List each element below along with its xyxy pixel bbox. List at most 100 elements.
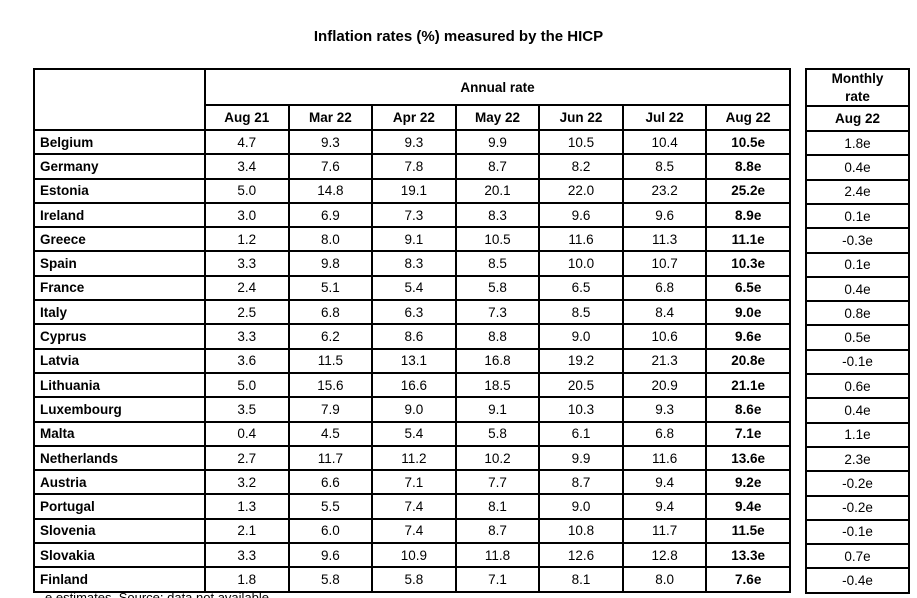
value-cell: 9.4 bbox=[621, 469, 708, 496]
monthly-table-row: 0.1e bbox=[805, 202, 910, 230]
table-row: Germany 3.4 7.6 7.8 8.7 8.2 8.5 8.8e bbox=[33, 153, 791, 180]
column-header-jun-22: Jun 22 bbox=[538, 104, 624, 131]
value-cell: 6.5 bbox=[538, 274, 624, 302]
annual-group-header-row: Annual rate bbox=[33, 68, 791, 131]
value-cell: 7.1 bbox=[454, 566, 541, 593]
value-cell: 22.0 bbox=[538, 177, 624, 204]
value-cell: 11.2 bbox=[371, 444, 457, 472]
value-cell: 8.4 bbox=[621, 299, 708, 326]
column-header-jul-22: Jul 22 bbox=[621, 104, 708, 131]
country-label: Germany bbox=[33, 153, 206, 180]
value-cell: 9.3 bbox=[287, 128, 374, 156]
value-cell: 6.8 bbox=[287, 299, 374, 326]
value-cell: 20.8e bbox=[705, 347, 791, 374]
monthly-table-row: 0.5e bbox=[805, 324, 910, 351]
monthly-column-header: Aug 22 bbox=[805, 105, 910, 133]
value-cell: 18.5 bbox=[454, 371, 541, 399]
value-cell: 7.1 bbox=[371, 469, 457, 496]
value-cell: 10.5 bbox=[454, 226, 541, 253]
table-row: Belgium 4.7 9.3 9.3 9.9 10.5 10.4 10.5e bbox=[33, 128, 791, 156]
country-label: Spain bbox=[33, 250, 206, 277]
value-cell: 3.2 bbox=[204, 469, 290, 496]
monthly-table-row: 0.4e bbox=[805, 154, 910, 181]
monthly-table-row: 1.8e bbox=[805, 130, 910, 157]
value-cell: 19.2 bbox=[538, 347, 624, 374]
value-cell: 3.3 bbox=[204, 542, 290, 569]
monthly-value-cell: 2.4e bbox=[805, 178, 910, 205]
value-cell: 19.1 bbox=[371, 177, 457, 204]
column-header-aug-21: Aug 21 bbox=[204, 104, 290, 131]
value-cell: 21.3 bbox=[621, 347, 708, 374]
value-cell: 11.8 bbox=[454, 542, 541, 569]
column-header-apr-22: Apr 22 bbox=[371, 104, 457, 131]
table-row: Portugal 1.3 5.5 7.4 8.1 9.0 9.4 9.4e bbox=[33, 493, 791, 520]
value-cell: 16.6 bbox=[371, 371, 457, 399]
value-cell: 3.6 bbox=[204, 347, 290, 374]
country-label: Estonia bbox=[33, 177, 206, 204]
value-cell: 3.5 bbox=[204, 396, 290, 423]
value-cell: 6.8 bbox=[621, 274, 708, 302]
value-cell: 0.4 bbox=[204, 420, 290, 447]
monthly-value-cell: 2.3e bbox=[805, 445, 910, 473]
country-label: Finland bbox=[33, 566, 206, 593]
value-cell: 21.1e bbox=[705, 371, 791, 399]
value-cell: 16.8 bbox=[454, 347, 541, 374]
footnote: e estimates. Source: data not available bbox=[45, 590, 270, 598]
value-cell: 9.0 bbox=[538, 493, 624, 520]
country-label: Latvia bbox=[33, 347, 206, 374]
monthly-table-row: 0.7e bbox=[805, 543, 910, 570]
monthly-value-cell: 1.8e bbox=[805, 130, 910, 157]
page-title: Inflation rates (%) measured by the HICP bbox=[313, 28, 604, 45]
value-cell: 7.6 bbox=[287, 153, 374, 180]
value-cell: 3.4 bbox=[204, 153, 290, 180]
table-row: Latvia 3.6 11.5 13.1 16.8 19.2 21.3 20.8e bbox=[33, 347, 791, 374]
value-cell: 5.8 bbox=[454, 420, 541, 447]
value-cell: 11.1e bbox=[705, 226, 791, 253]
value-cell: 11.6 bbox=[621, 444, 708, 472]
value-cell: 23.2 bbox=[621, 177, 708, 204]
value-cell: 9.4 bbox=[621, 493, 708, 520]
monthly-table-row: 1.1e bbox=[805, 421, 910, 448]
country-label: Ireland bbox=[33, 201, 206, 229]
table-row: Ireland 3.0 6.9 7.3 8.3 9.6 9.6 8.9e bbox=[33, 201, 791, 229]
value-cell: 9.1 bbox=[454, 396, 541, 423]
table-row: Finland 1.8 5.8 5.8 7.1 8.1 8.0 7.6e bbox=[33, 566, 791, 593]
monthly-rate-table: Monthly rate Aug 22 1.8e 0.4e 2.4e 0.1e -0.3… bbox=[805, 67, 910, 594]
value-cell: 9.6 bbox=[621, 201, 708, 229]
value-cell: 8.8 bbox=[454, 323, 541, 350]
monthly-value-cell: 0.6e bbox=[805, 373, 910, 400]
value-cell: 5.8 bbox=[287, 566, 374, 593]
value-cell: 5.0 bbox=[204, 371, 290, 399]
value-cell: 6.1 bbox=[538, 420, 624, 447]
value-cell: 10.9 bbox=[371, 542, 457, 569]
value-cell: 8.6e bbox=[705, 396, 791, 423]
table-row: Greece 1.2 8.0 9.1 10.5 11.6 11.3 11.1e bbox=[33, 226, 791, 253]
value-cell: 13.1 bbox=[371, 347, 457, 374]
value-cell: 10.3 bbox=[538, 396, 624, 423]
value-cell: 11.7 bbox=[287, 444, 374, 472]
value-cell: 5.4 bbox=[371, 420, 457, 447]
table-row: Italy 2.5 6.8 6.3 7.3 8.5 8.4 9.0e bbox=[33, 299, 791, 326]
monthly-table-row: 2.4e bbox=[805, 178, 910, 205]
monthly-value-cell: 0.1e bbox=[805, 251, 910, 278]
country-label: Austria bbox=[33, 469, 206, 496]
column-header-aug-22: Aug 22 bbox=[705, 104, 791, 131]
value-cell: 6.2 bbox=[287, 323, 374, 350]
value-cell: 6.5e bbox=[705, 274, 791, 302]
value-cell: 2.1 bbox=[204, 517, 290, 545]
table-row: Lithuania 5.0 15.6 16.6 18.5 20.5 20.9 21.1e bbox=[33, 371, 791, 399]
value-cell: 7.7 bbox=[454, 469, 541, 496]
table-row: Spain 3.3 9.8 8.3 8.5 10.0 10.7 10.3e bbox=[33, 250, 791, 277]
value-cell: 11.6 bbox=[538, 226, 624, 253]
country-label: Netherlands bbox=[33, 444, 206, 472]
monthly-value-cell: 0.4e bbox=[805, 275, 910, 303]
value-cell: 11.3 bbox=[621, 226, 708, 253]
country-label: Lithuania bbox=[33, 371, 206, 399]
value-cell: 20.1 bbox=[454, 177, 541, 204]
value-cell: 5.8 bbox=[371, 566, 457, 593]
value-cell: 9.0e bbox=[705, 299, 791, 326]
value-cell: 10.3e bbox=[705, 250, 791, 277]
table-row: France 2.4 5.1 5.4 5.8 6.5 6.8 6.5e bbox=[33, 274, 791, 302]
monthly-table-row: -0.1e bbox=[805, 348, 910, 376]
